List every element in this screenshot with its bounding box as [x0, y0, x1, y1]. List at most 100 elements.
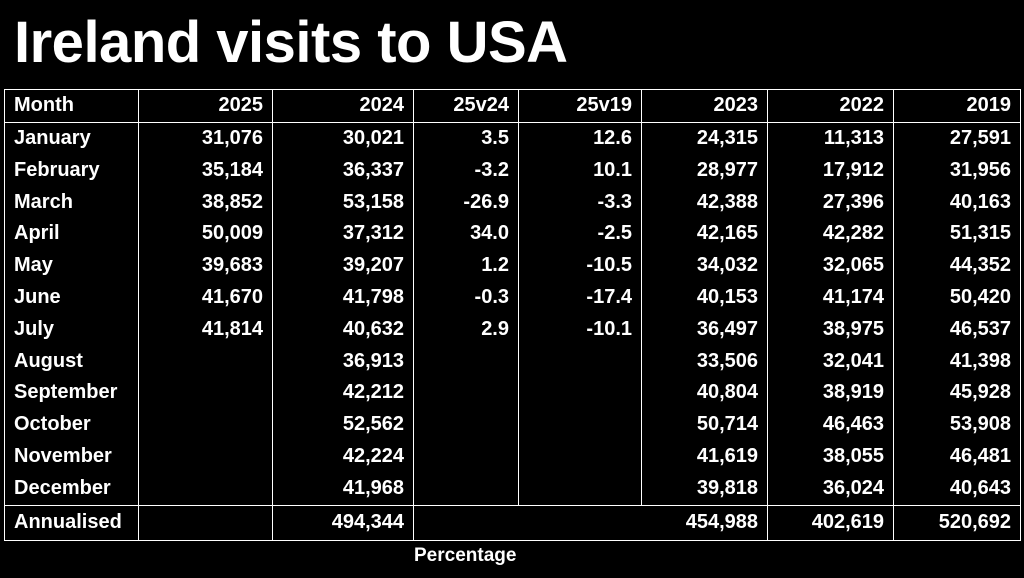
month-cell: January: [4, 122, 139, 155]
month-cell: May: [4, 250, 139, 282]
value-cell: 41,670: [138, 281, 273, 314]
value-cell: 11,313: [767, 122, 894, 155]
value-cell: -10.5: [518, 250, 642, 282]
value-cell: 28,977: [641, 154, 768, 187]
table-row: October 52,562 50,714 46,463 53,908: [4, 409, 1021, 441]
value-cell: -17.4: [518, 281, 642, 314]
total-cell-2024: 494,344: [272, 504, 414, 541]
value-cell: 50,714: [641, 409, 768, 441]
value-cell: 42,282: [767, 218, 894, 251]
value-cell: 41,398: [893, 345, 1021, 378]
column-header: Month: [4, 89, 139, 123]
column-header: 2022: [767, 89, 894, 123]
value-cell: 44,352: [893, 250, 1021, 282]
value-cell: 42,388: [641, 186, 768, 219]
total-label: Annualised: [4, 504, 139, 541]
value-cell: 36,024: [767, 472, 894, 506]
value-cell: [413, 377, 519, 410]
value-cell: 31,076: [138, 122, 273, 155]
value-cell: 41,798: [272, 281, 414, 314]
value-cell: 53,158: [272, 186, 414, 219]
value-cell: [518, 472, 642, 506]
annualised-row: Annualised 494,344 454,988 402,619 520,6…: [4, 504, 1021, 541]
value-cell: 36,337: [272, 154, 414, 187]
value-cell: 40,643: [893, 472, 1021, 506]
value-cell: [518, 345, 642, 378]
value-cell: -3.2: [413, 154, 519, 187]
month-cell: October: [4, 409, 139, 441]
table-row: April 50,009 37,312 34.0 -2.5 42,165 42,282 51,…: [4, 218, 1021, 251]
value-cell: 12.6: [518, 122, 642, 155]
value-cell: 31,956: [893, 154, 1021, 187]
value-cell: 24,315: [641, 122, 768, 155]
total-cell-2025: [138, 504, 273, 541]
value-cell: 17,912: [767, 154, 894, 187]
value-cell: 40,153: [641, 281, 768, 314]
value-cell: 50,420: [893, 281, 1021, 314]
total-cell-25v19: [518, 504, 642, 541]
total-cell-2022: 402,619: [767, 504, 894, 541]
value-cell: 36,913: [272, 345, 414, 378]
value-cell: -10.1: [518, 313, 642, 346]
table-row: July 41,814 40,632 2.9 -10.1 36,497 38,975 46,5…: [4, 313, 1021, 346]
table-row: February 35,184 36,337 -3.2 10.1 28,977 17,912…: [4, 154, 1021, 187]
month-cell: June: [4, 281, 139, 314]
table-row: December 41,968 39,818 36,024 40,643: [4, 472, 1021, 506]
value-cell: 1.2: [413, 250, 519, 282]
value-cell: 45,928: [893, 377, 1021, 410]
value-cell: 41,174: [767, 281, 894, 314]
column-header: 2019: [893, 89, 1021, 123]
page-title: Ireland visits to USA: [14, 10, 568, 75]
value-cell: 42,212: [272, 377, 414, 410]
month-cell: March: [4, 186, 139, 219]
value-cell: [518, 377, 642, 410]
column-header: 2023: [641, 89, 768, 123]
value-cell: 39,683: [138, 250, 273, 282]
value-cell: 46,481: [893, 440, 1021, 473]
value-cell: [518, 440, 642, 473]
value-cell: 38,975: [767, 313, 894, 346]
value-cell: 51,315: [893, 218, 1021, 251]
value-cell: 33,506: [641, 345, 768, 378]
table-row: August 36,913 33,506 32,041 41,398: [4, 345, 1021, 378]
value-cell: 38,852: [138, 186, 273, 219]
month-cell: December: [4, 472, 139, 506]
table-row: November 42,224 41,619 38,055 46,481: [4, 440, 1021, 473]
value-cell: 46,537: [893, 313, 1021, 346]
table-row: September 42,212 40,804 38,919 45,928: [4, 377, 1021, 410]
value-cell: -2.5: [518, 218, 642, 251]
value-cell: [413, 472, 519, 506]
month-cell: April: [4, 218, 139, 251]
value-cell: 32,041: [767, 345, 894, 378]
table-row: June 41,670 41,798 -0.3 -17.4 40,153 41,174 50,…: [4, 281, 1021, 314]
value-cell: 38,919: [767, 377, 894, 410]
value-cell: 10.1: [518, 154, 642, 187]
value-cell: 41,814: [138, 313, 273, 346]
value-cell: -0.3: [413, 281, 519, 314]
value-cell: -3.3: [518, 186, 642, 219]
value-cell: 46,463: [767, 409, 894, 441]
total-cell-2019: 520,692: [893, 504, 1021, 541]
total-cell-25v24: [413, 504, 519, 541]
value-cell: 41,619: [641, 440, 768, 473]
value-cell: 42,224: [272, 440, 414, 473]
value-cell: 40,163: [893, 186, 1021, 219]
column-header: 2025: [138, 89, 273, 123]
value-cell: 3.5: [413, 122, 519, 155]
value-cell: 42,165: [641, 218, 768, 251]
footnote: Percentage: [414, 545, 517, 566]
month-cell: February: [4, 154, 139, 187]
value-cell: 39,207: [272, 250, 414, 282]
column-header: 25v24: [413, 89, 519, 123]
value-cell: [138, 440, 273, 473]
value-cell: [138, 377, 273, 410]
value-cell: [138, 472, 273, 506]
value-cell: 40,632: [272, 313, 414, 346]
value-cell: 35,184: [138, 154, 273, 187]
column-header: 2024: [272, 89, 414, 123]
value-cell: 34,032: [641, 250, 768, 282]
month-cell: July: [4, 313, 139, 346]
value-cell: 52,562: [272, 409, 414, 441]
total-cell-2023: 454,988: [641, 504, 768, 541]
value-cell: 39,818: [641, 472, 768, 506]
